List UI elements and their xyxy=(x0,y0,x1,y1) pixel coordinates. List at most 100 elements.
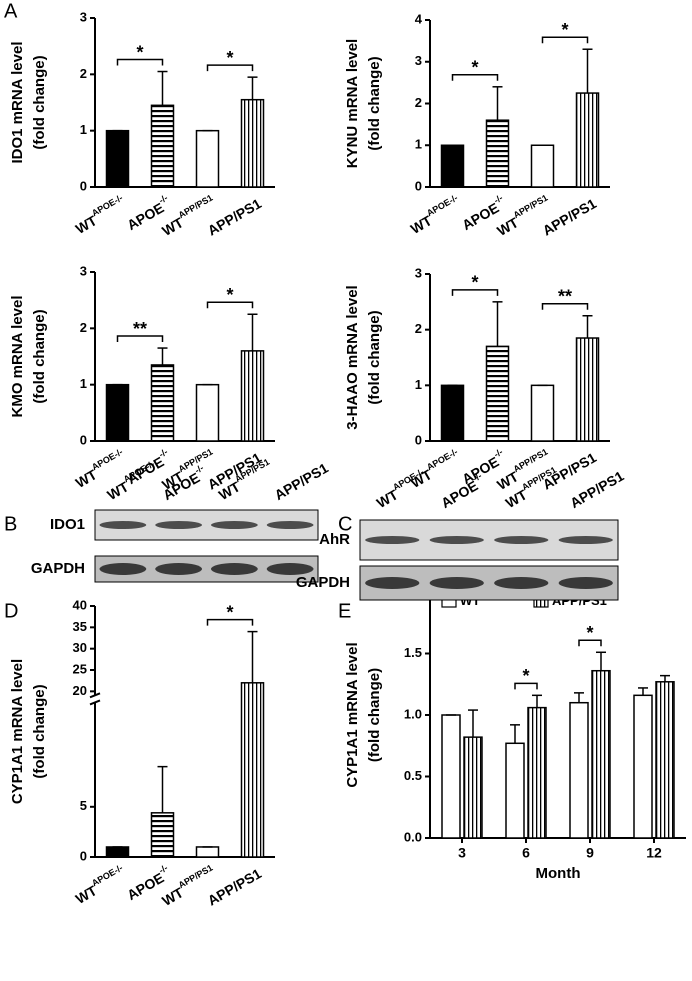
bar xyxy=(195,846,220,858)
panel-label: A xyxy=(4,0,18,22)
blot-band xyxy=(155,521,203,529)
y-tick-label: 1 xyxy=(80,122,87,137)
bar xyxy=(440,384,465,442)
significance-label: * xyxy=(226,48,233,68)
y-tick-label: 1.0 xyxy=(404,706,422,721)
significance-bracket xyxy=(116,58,164,66)
blot-band xyxy=(155,563,203,575)
bar xyxy=(569,701,589,839)
y-tick-label: 5 xyxy=(80,798,87,813)
significance-bracket xyxy=(116,335,164,343)
y-tick-label: 0.0 xyxy=(404,829,422,844)
significance-label: ** xyxy=(133,319,147,339)
y-axis-title: IDO1 mRNA level xyxy=(9,42,26,164)
blot-row-label: GAPDH xyxy=(296,574,350,591)
x-tick-label: WTAPOE-/- xyxy=(71,863,128,907)
blot-band xyxy=(558,536,613,544)
blot-band xyxy=(429,577,484,589)
bar xyxy=(591,669,611,839)
x-tick-label-superscript: APOE-/- xyxy=(90,193,124,219)
significance-label: * xyxy=(586,623,593,643)
lane-label-main: APOE xyxy=(438,477,480,511)
significance-label: ** xyxy=(558,287,572,307)
bar xyxy=(105,383,130,442)
y-axis-title: KYNU mRNA level xyxy=(344,39,361,168)
x-tick-label-superscript: APOE-/- xyxy=(425,447,459,473)
significance-bracket xyxy=(206,64,254,72)
significance-label: * xyxy=(522,666,529,686)
blot-band xyxy=(210,563,258,575)
significance-bracket xyxy=(451,289,499,296)
y-tick-label: 35 xyxy=(73,619,87,634)
y-tick-label: 2 xyxy=(415,321,422,336)
bar xyxy=(527,706,547,839)
x-tick-label: 3 xyxy=(458,845,466,861)
x-tick-label: 12 xyxy=(646,845,662,861)
bar xyxy=(195,129,220,188)
significance-label: * xyxy=(471,273,478,293)
x-tick-label: 9 xyxy=(586,845,594,861)
significance-bracket xyxy=(541,303,589,310)
blot-row-label: IDO1 xyxy=(50,516,85,533)
y-tick-label: 1 xyxy=(415,137,422,152)
x-tick-label-superscript: APOE-/- xyxy=(90,863,124,889)
bar xyxy=(150,364,175,442)
y-tick-label: 0 xyxy=(80,432,87,447)
y-axis-title: (fold change) xyxy=(31,684,48,778)
x-tick-label-superscript: APOE-/- xyxy=(90,447,124,473)
blot-band xyxy=(429,536,484,544)
blot-band xyxy=(494,536,549,544)
y-tick-label: 2 xyxy=(80,320,87,335)
axis-break xyxy=(89,692,101,699)
y-axis-title: (fold change) xyxy=(366,310,383,404)
significance-bracket xyxy=(514,682,538,690)
significance-bracket xyxy=(206,301,254,309)
bar xyxy=(530,384,555,442)
significance-label: * xyxy=(226,285,233,305)
significance-bracket xyxy=(541,36,589,44)
significance-label: * xyxy=(561,20,568,40)
y-tick-label: 3 xyxy=(80,9,87,24)
blot-band xyxy=(266,563,314,575)
significance-label: * xyxy=(136,42,143,62)
bar xyxy=(240,682,265,858)
x-tick-label: WTAPOE-/- xyxy=(71,193,128,237)
y-tick-label: 25 xyxy=(73,661,87,676)
lane-label: WTAPOE-/- xyxy=(372,467,429,511)
x-tick-label-superscript: APP/PS1 xyxy=(512,193,550,221)
y-tick-label: 3 xyxy=(415,265,422,280)
y-tick-label: 30 xyxy=(73,640,87,655)
y-tick-label: 3 xyxy=(415,53,422,68)
y-tick-label: 2 xyxy=(80,66,87,81)
significance-bracket xyxy=(578,639,602,647)
lane-label: WTAPOE-/- xyxy=(103,459,160,503)
y-tick-label: 40 xyxy=(73,597,87,612)
blot-band xyxy=(266,521,314,529)
y-tick-label: 0 xyxy=(80,178,87,193)
bar xyxy=(240,350,265,442)
bar xyxy=(105,129,130,188)
bar xyxy=(633,694,653,839)
y-axis-title: CYP1A1 mRNA level xyxy=(344,642,361,787)
x-tick-label-superscript: APOE-/- xyxy=(425,193,459,219)
y-axis-title: (fold change) xyxy=(31,309,48,403)
panel-label: B xyxy=(4,513,17,535)
bar xyxy=(505,742,525,839)
panel-label: E xyxy=(338,600,351,622)
bar xyxy=(195,383,220,442)
bar xyxy=(240,98,265,188)
bar xyxy=(575,337,600,442)
blot-row-label: AhR xyxy=(319,531,350,548)
bar xyxy=(530,144,555,188)
y-tick-label: 2 xyxy=(415,95,422,110)
y-axis-title: (fold change) xyxy=(366,56,383,150)
y-axis-title: (fold change) xyxy=(31,55,48,149)
y-tick-label: 0.5 xyxy=(404,768,422,783)
significance-bracket xyxy=(206,618,254,626)
bar xyxy=(485,345,510,442)
blot-row-label: GAPDH xyxy=(31,560,85,577)
y-axis-title: CYP1A1 mRNA level xyxy=(9,659,26,804)
bar xyxy=(440,144,465,188)
x-tick-label-superscript: APP/PS1 xyxy=(177,193,215,221)
